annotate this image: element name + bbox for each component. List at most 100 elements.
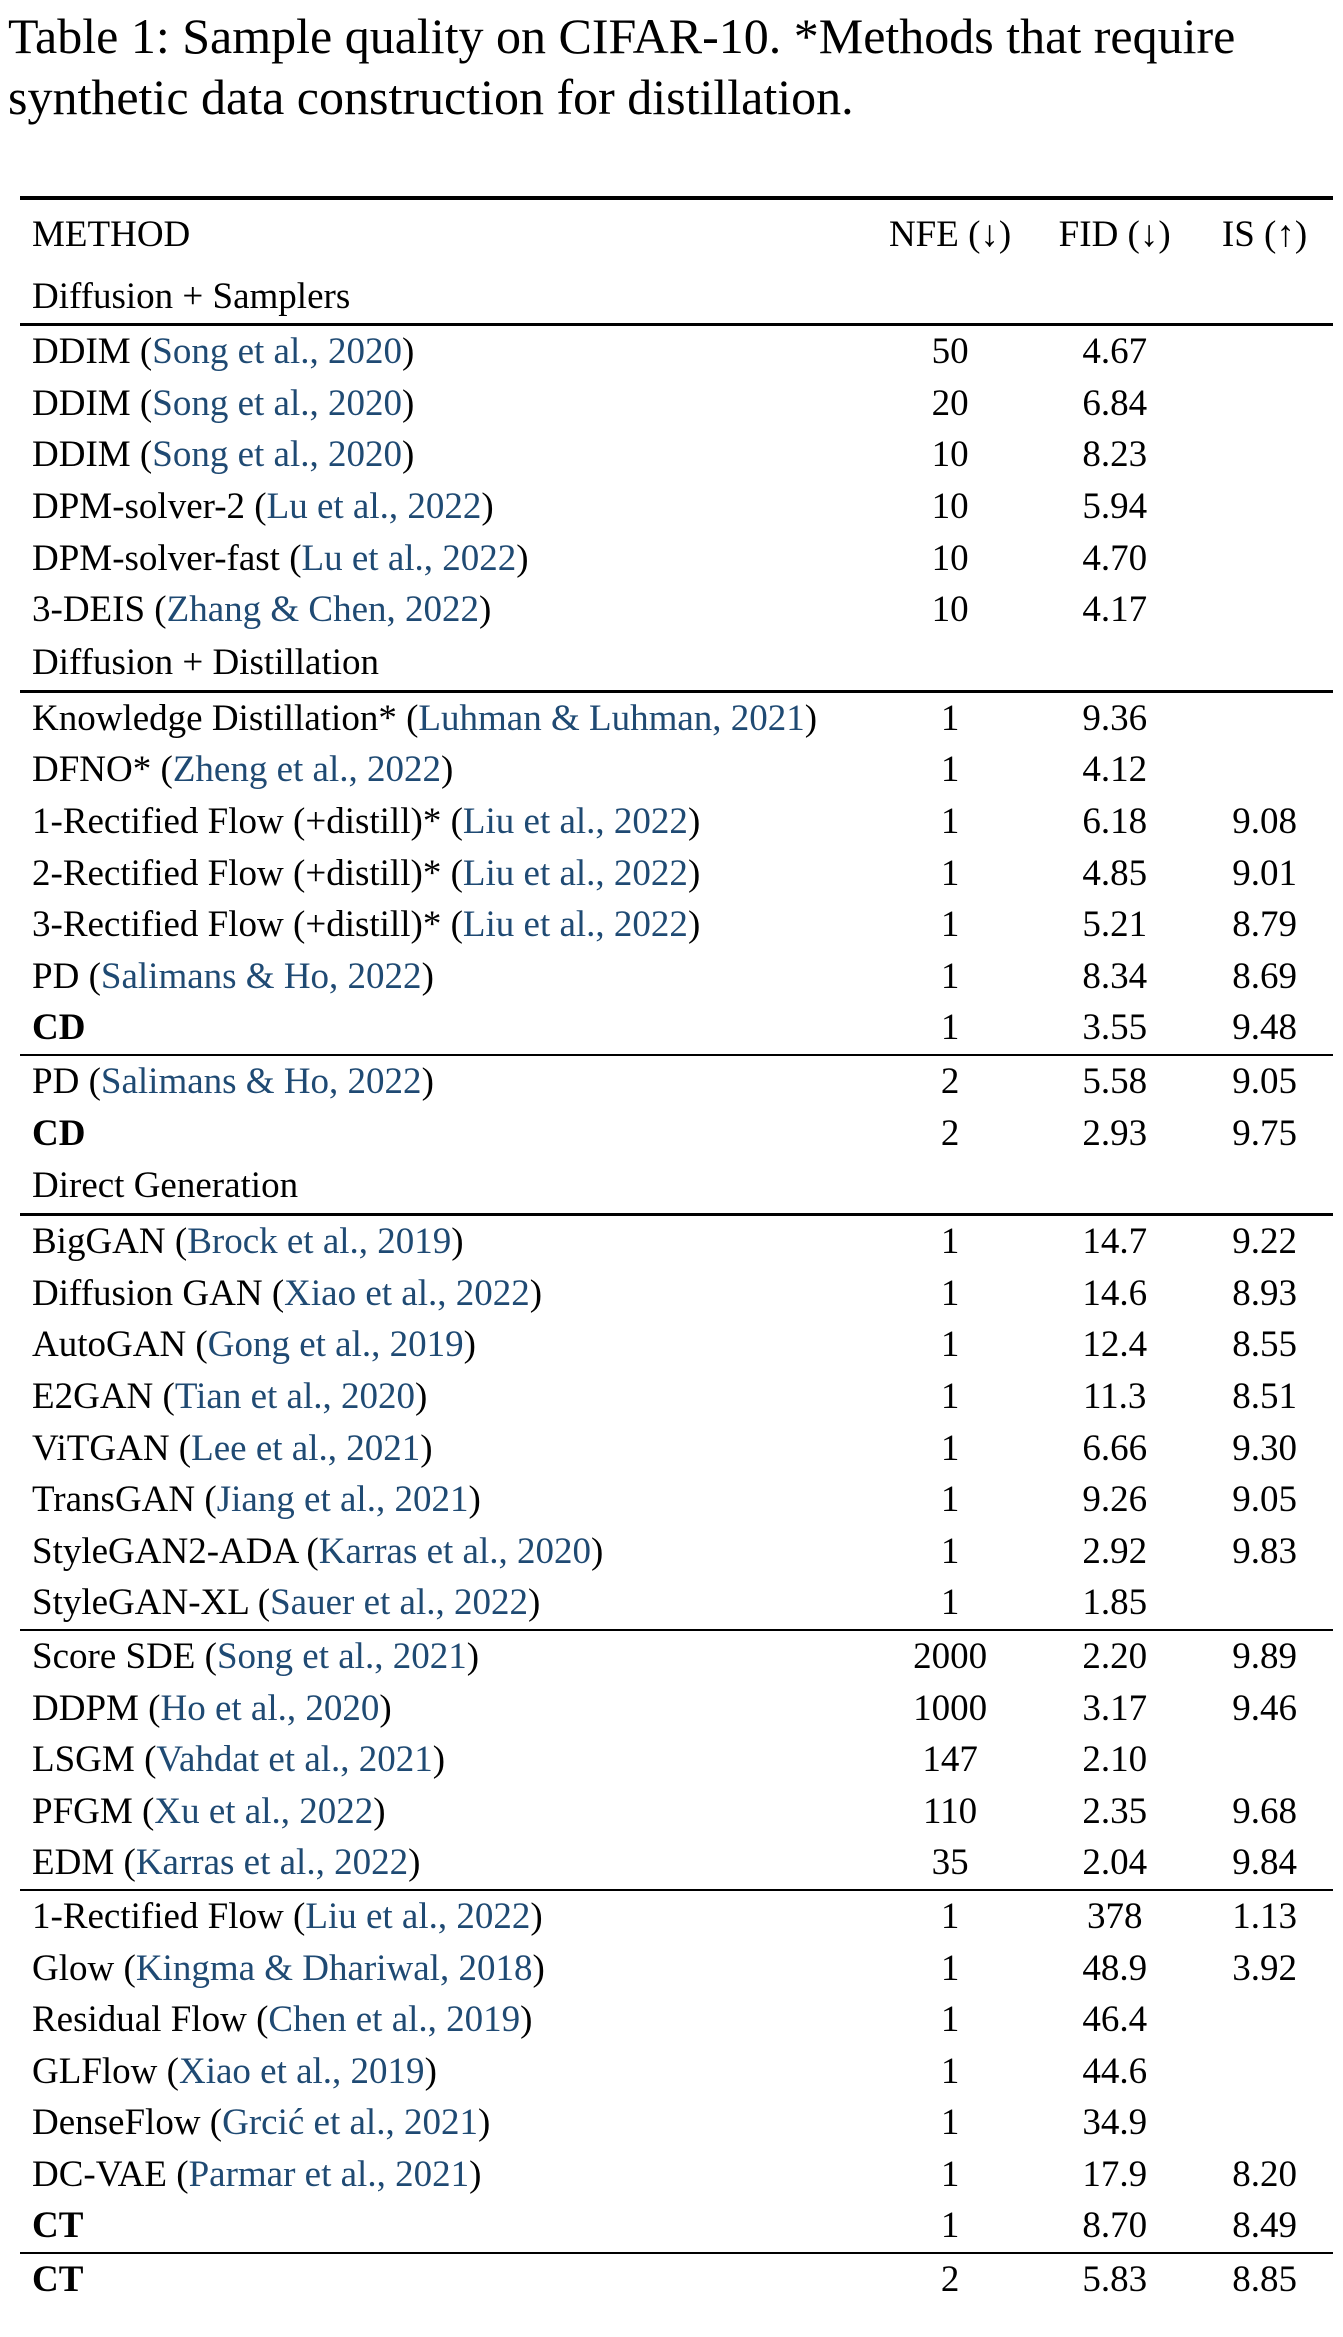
method-cell: CT — [20, 2200, 867, 2253]
is-value: 1.13 — [1196, 1888, 1333, 1943]
fid-value: 8.34 — [1082, 955, 1148, 997]
nfe-value: 1 — [940, 2102, 960, 2144]
method-name: DDIM — [32, 434, 131, 476]
method-name: Knowledge Distillation* — [32, 697, 397, 739]
method-cell: 2-Rectified Flow (+distill)* (Liu et al.… — [32, 852, 701, 894]
is-value: 9.05 — [1232, 1479, 1297, 1521]
fid-value: 6.18 — [1082, 801, 1148, 843]
fid-value: 5.83 — [1033, 2251, 1197, 2306]
method-cell: 3-DEIS (Zhang & Chen, 2022) — [32, 589, 492, 631]
method-cell: PD (Salimans & Ho, 2022) — [20, 1053, 867, 1108]
is-value — [1196, 325, 1333, 378]
table-row: AutoGAN (Gong et al., 2019) 1 12.4 8.55 — [20, 1319, 1333, 1371]
table-row: CD 1 3.55 9.48 — [20, 1002, 1333, 1055]
method-name: EDM — [32, 1842, 115, 1884]
fid-value: 2.35 — [1082, 1790, 1148, 1832]
table-row: Residual Flow (Chen et al., 2019) 1 46.4 — [20, 1994, 1333, 2046]
nfe-value: 10 — [931, 589, 969, 631]
method-cell: Glow (Kingma & Dhariwal, 2018) — [32, 1947, 545, 1989]
nfe-value: 1 — [940, 697, 960, 739]
is-value: 8.79 — [1232, 904, 1297, 946]
method-cell: AutoGAN (Gong et al., 2019) — [32, 1324, 476, 1366]
nfe-value: 1 — [940, 2205, 960, 2247]
table-row: BigGAN (Brock et al., 2019) 1 14.7 9.22 — [20, 1214, 1333, 1267]
method-cell: DDPM (Ho et al., 2020) — [32, 1687, 392, 1729]
nfe-value: 10 — [931, 537, 969, 579]
method-cell: 1-Rectified Flow (+distill)* (Liu et al.… — [32, 801, 701, 843]
method-cell: DDIM (Song et al., 2020) — [32, 382, 415, 424]
method-name: CD — [32, 1112, 86, 1154]
citation-link: Xu et al., 2022 — [154, 1790, 374, 1832]
is-value: 9.84 — [1232, 1842, 1297, 1884]
results-table: METHOD NFE (↓) FID (↓) IS (↑) Diffusion … — [20, 196, 1333, 2306]
is-value: 9.01 — [1232, 852, 1297, 894]
nfe-value: 50 — [931, 331, 969, 373]
is-value — [1196, 1994, 1333, 2046]
table-row: DC-VAE (Parmar et al., 2021) 1 17.9 8.20 — [20, 2149, 1333, 2201]
method-cell: GLFlow (Xiao et al., 2019) — [32, 2050, 437, 2092]
fid-value: 11.3 — [1082, 1375, 1147, 1417]
method-name: PD — [32, 1061, 80, 1103]
table-row: 2-Rectified Flow (+distill)* (Liu et al.… — [20, 847, 1333, 899]
group-header-row: Direct Generation — [20, 1158, 1333, 1216]
fid-value: 6.66 — [1082, 1427, 1148, 1469]
method-name: Residual Flow — [32, 1999, 247, 2041]
fid-value: 4.70 — [1082, 537, 1148, 579]
table-row: DDIM (Song et al., 2020) 20 6.84 — [20, 378, 1333, 430]
citation-link: Karras et al., 2022 — [135, 1842, 409, 1884]
fid-value: 3.55 — [1082, 1007, 1148, 1049]
nfe-value: 1 — [940, 955, 960, 997]
is-value: 9.68 — [1232, 1790, 1297, 1832]
table-row: Glow (Kingma & Dhariwal, 2018) 1 48.9 3.92 — [20, 1942, 1333, 1994]
method-cell: Knowledge Distillation* (Luhman & Luhman… — [32, 697, 818, 739]
citation-link: Liu et al., 2022 — [305, 1895, 531, 1937]
table-row: DDIM (Song et al., 2020) 10 8.23 — [20, 429, 1333, 481]
nfe-value: 1 — [940, 2050, 960, 2092]
fid-value: 4.17 — [1082, 589, 1148, 631]
citation-link: Lee et al., 2021 — [191, 1427, 421, 1469]
fid-value: 17.9 — [1082, 2153, 1148, 2195]
is-value: 8.49 — [1232, 2205, 1297, 2247]
citation-link: Gong et al., 2019 — [207, 1324, 464, 1366]
nfe-value: 35 — [931, 1842, 969, 1884]
citation-link: Luhman & Luhman, 2021 — [418, 697, 805, 739]
citation-link: Song et al., 2020 — [152, 331, 402, 373]
table-row: TransGAN (Jiang et al., 2021) 1 9.26 9.05 — [20, 1474, 1333, 1526]
table-row: DPM-solver-2 (Lu et al., 2022) 10 5.94 — [20, 481, 1333, 533]
table-row: LSGM (Vahdat et al., 2021) 147 2.10 — [20, 1734, 1333, 1786]
method-cell: BigGAN (Brock et al., 2019) — [32, 1221, 464, 1263]
nfe-value: 1 — [940, 1999, 960, 2041]
citation-link: Salimans & Ho, 2022 — [100, 1061, 422, 1103]
is-value — [1196, 1577, 1333, 1630]
method-name: BigGAN — [32, 1221, 166, 1263]
table-row: 3-Rectified Flow (+distill)* (Liu et al.… — [20, 899, 1333, 951]
nfe-value: 1 — [940, 1375, 960, 1417]
table-row: Score SDE (Song et al., 2021) 2000 2.20 9.8… — [20, 1628, 1333, 1683]
fid-value: 2.92 — [1082, 1530, 1148, 1572]
nfe-value: 1 — [940, 749, 960, 791]
citation-link: Brock et al., 2019 — [187, 1221, 452, 1263]
nfe-value: 20 — [931, 382, 969, 424]
method-cell: DC-VAE (Parmar et al., 2021) — [32, 2153, 482, 2195]
nfe-value: 1 — [940, 1221, 960, 1263]
is-value — [1196, 532, 1333, 584]
method-name: Diffusion GAN — [32, 1272, 263, 1314]
is-value: 9.89 — [1196, 1628, 1333, 1683]
method-name: DFNO* — [32, 749, 152, 791]
header-nfe: NFE (↓) — [866, 196, 1034, 269]
method-cell: Residual Flow (Chen et al., 2019) — [32, 1999, 533, 2041]
fid-value: 9.36 — [1082, 697, 1148, 739]
citation-link: Sauer et al., 2022 — [270, 1582, 528, 1624]
citation-link: Salimans & Ho, 2022 — [100, 955, 422, 997]
method-name: ViTGAN — [32, 1427, 170, 1469]
fid-value: 34.9 — [1082, 2102, 1148, 2144]
method-cell: DPM-solver-2 (Lu et al., 2022) — [32, 486, 494, 528]
fid-value: 4.85 — [1082, 852, 1148, 894]
nfe-value: 1 — [940, 1324, 960, 1366]
fid-value: 12.4 — [1082, 1324, 1148, 1366]
is-value: 9.08 — [1232, 801, 1297, 843]
citation-link: Song et al., 2021 — [216, 1635, 467, 1677]
method-name: DPM-solver-2 — [32, 486, 246, 528]
table-row: PD (Salimans & Ho, 2022) 2 5.58 9.05 — [20, 1053, 1333, 1108]
method-name: CT — [32, 2259, 84, 2301]
